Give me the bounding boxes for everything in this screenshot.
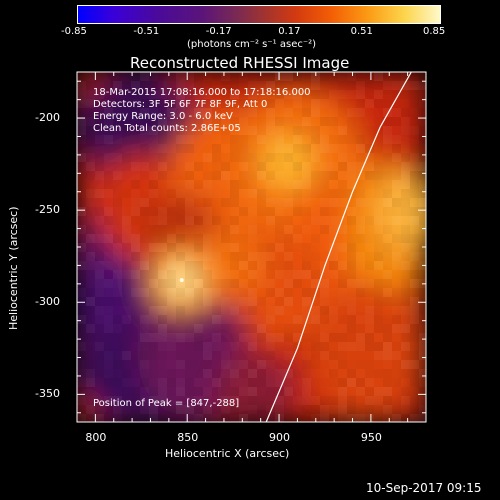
- timestamp: 10-Sep-2017 09:15: [366, 481, 482, 495]
- y-tick-label: -350: [35, 387, 60, 401]
- x-tick-label: 850: [177, 431, 199, 444]
- colorbar-tick-label: 0.85: [423, 26, 446, 37]
- y-tick-label: -300: [35, 295, 60, 309]
- annotation-counts: Clean Total counts: 2.86E+05: [93, 123, 241, 134]
- annotation-energy: Energy Range: 3.0 - 6.0 keV: [93, 111, 233, 122]
- colorbar: [77, 5, 441, 24]
- x-tick-label: 900: [269, 431, 291, 444]
- annotation-peak: Position of Peak = [847,-288]: [93, 398, 240, 409]
- heatmap-plot: 18-Mar-2015 17:08:16.000 to 17:18:16.000…: [77, 72, 426, 422]
- colorbar-units: (photons cm⁻² s⁻¹ asec⁻²): [187, 39, 317, 50]
- x-tick-label: 950: [360, 431, 382, 444]
- x-tick-label: 800: [85, 431, 107, 444]
- y-tick-label: -250: [35, 203, 60, 217]
- colorbar-tick-label: 0.51: [350, 26, 373, 37]
- annotation-time: 18-Mar-2015 17:08:16.000 to 17:18:16.000: [93, 87, 311, 98]
- y-axis-label: Heliocentric Y (arcsec): [7, 206, 20, 330]
- peak-marker: [179, 278, 184, 283]
- y-tick-label: -200: [35, 111, 60, 125]
- colorbar-tick-label: -0.51: [133, 26, 160, 37]
- chart-title: Reconstructed RHESSI Image: [130, 54, 350, 72]
- colorbar-tick-label: -0.85: [61, 26, 87, 37]
- colorbar-tick-label: -0.17: [205, 26, 232, 37]
- x-axis-label: Heliocentric X (arcsec): [165, 447, 290, 460]
- colorbar-tick-label: 0.17: [278, 26, 301, 37]
- annotation-detectors: Detectors: 3F 5F 6F 7F 8F 9F, Att 0: [93, 99, 268, 110]
